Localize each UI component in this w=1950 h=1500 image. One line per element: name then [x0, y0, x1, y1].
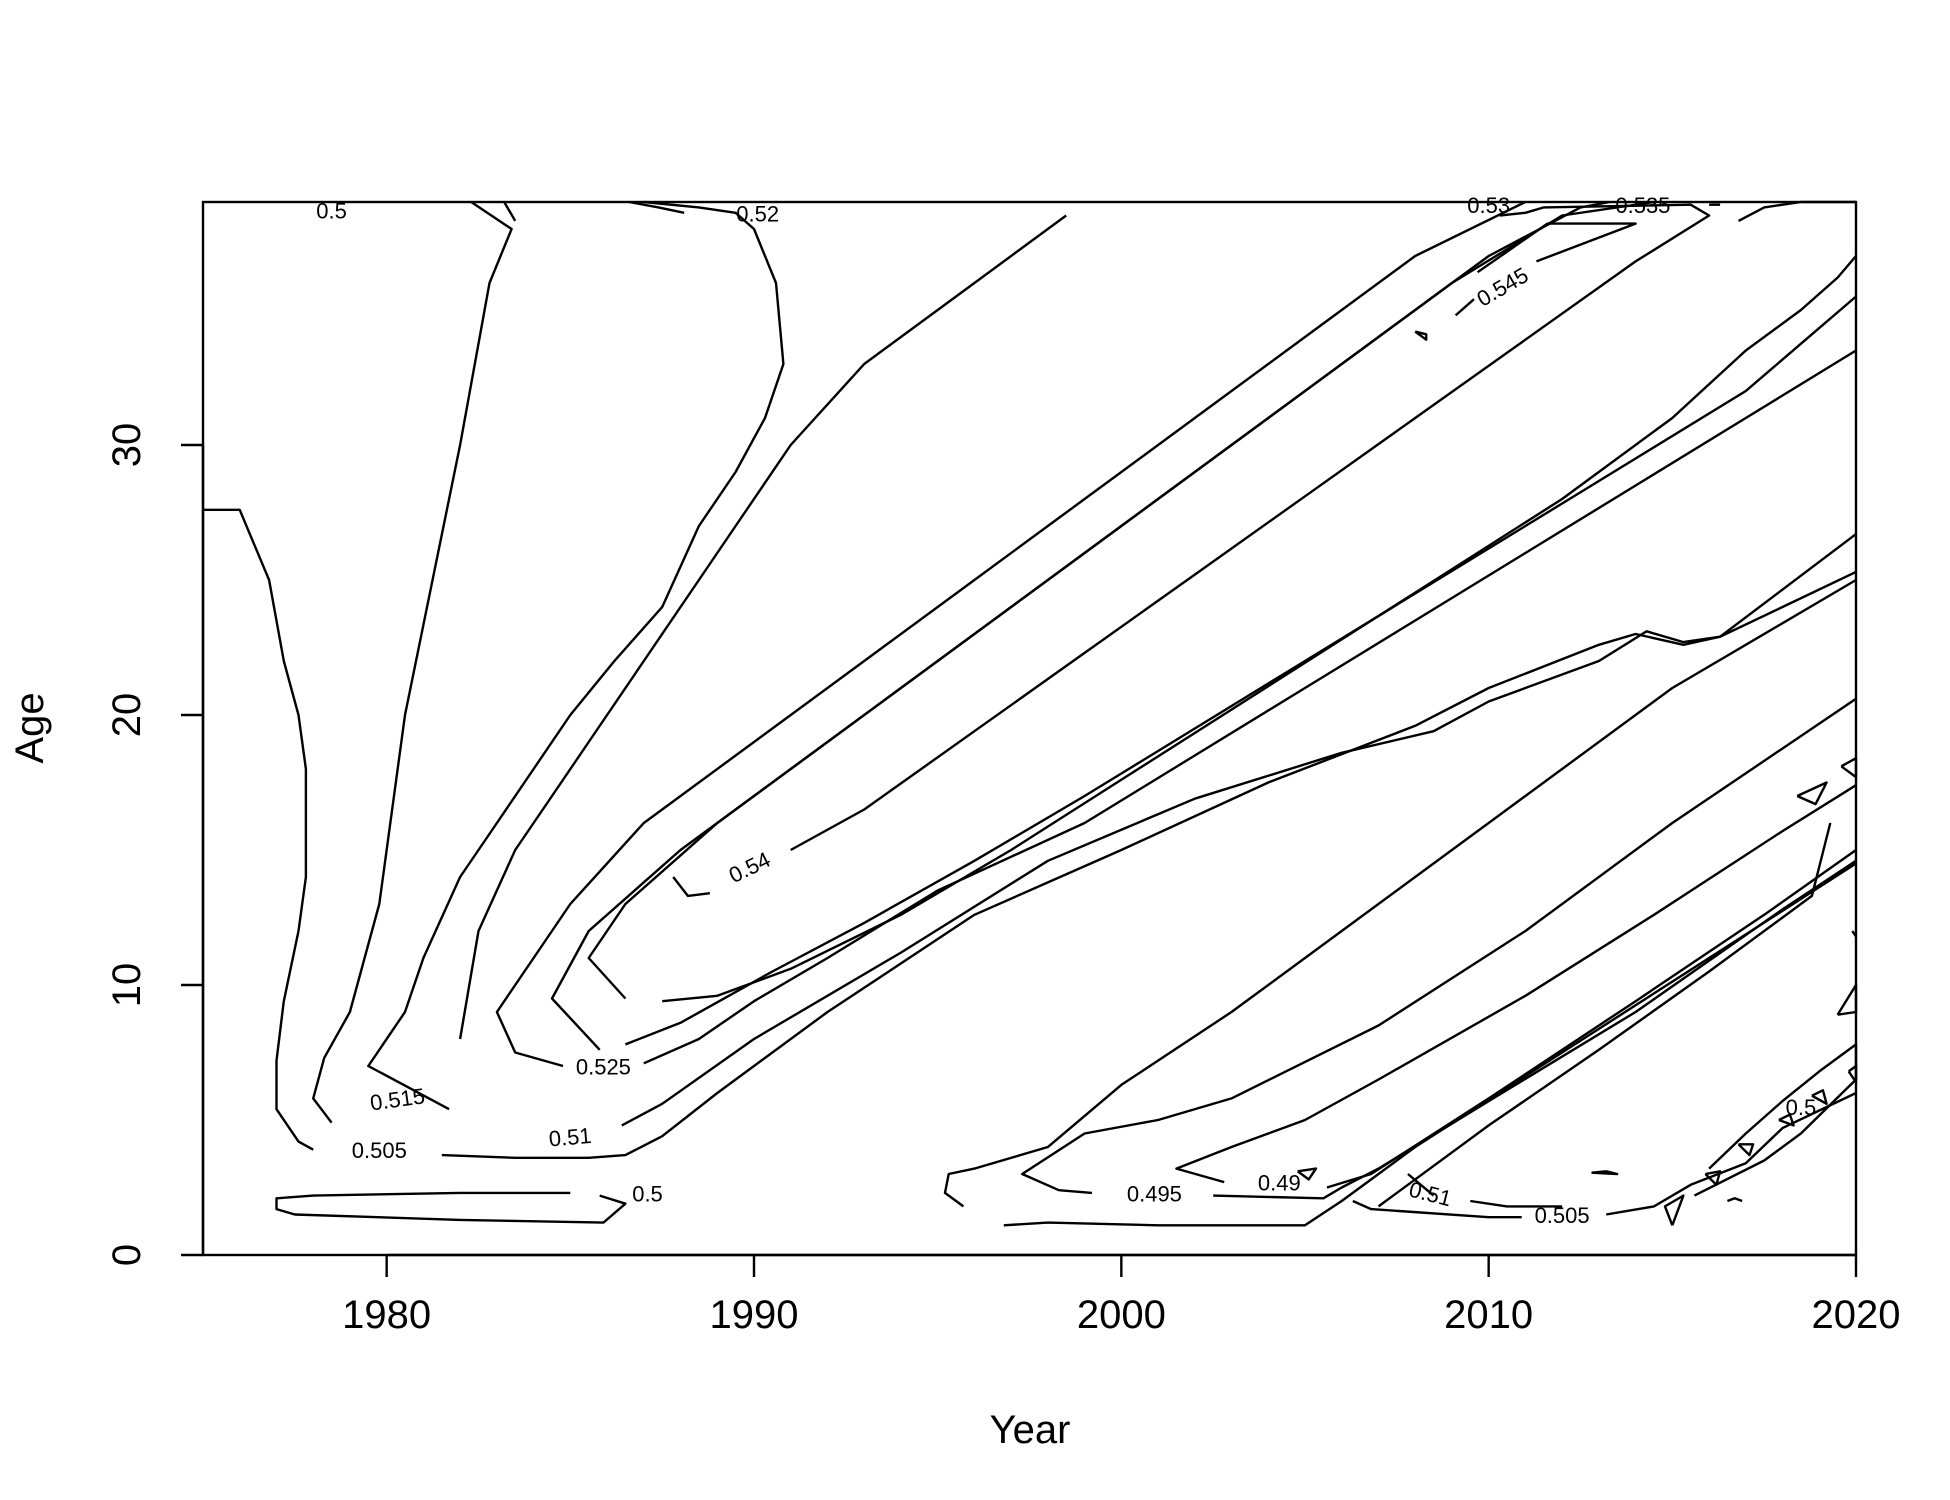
x-tick-label-2: 2000: [1077, 1293, 1166, 1337]
contour-line-15-4: [1778, 1113, 1795, 1127]
contour-label-15: 0.5: [1786, 1095, 1817, 1120]
contour-line-13-1: [1470, 1199, 1563, 1208]
x-tick-label-4: 2020: [1812, 1293, 1901, 1337]
contour-line-15-10: [1840, 757, 1858, 779]
contour-line-5-0: [495, 200, 1526, 1068]
x-axis: 1980 1990 2000 2010 2020: [342, 1253, 1901, 1337]
contour-line-8-2: [1737, 200, 1856, 222]
plot-frame: [201, 200, 1858, 1257]
contour-line-3-0: [367, 200, 785, 1111]
contour-line-11-1: [1021, 697, 1857, 1195]
y-tick-label-2: 20: [105, 693, 149, 738]
contour-line-15-5: [1811, 1089, 1828, 1106]
contour-line-9-2: [1414, 330, 1428, 341]
contour-line-5-1: [643, 349, 1857, 1065]
contour-label-11: 0.495: [1127, 1181, 1182, 1206]
contour-line-15-2: [1704, 1170, 1722, 1187]
contour-line-11-0: [1213, 859, 1857, 1200]
x-tick-label-0: 1980: [342, 1293, 431, 1337]
contour-label-1: 0.505: [352, 1138, 407, 1163]
contour-line-10-1: [1003, 862, 1857, 1227]
contour-line-7-2: [662, 255, 1857, 1003]
contour-line-6-0: [550, 200, 1655, 1051]
contour-label-4: 0.52: [736, 201, 779, 226]
contour-label-3: 0.515: [368, 1083, 426, 1115]
contour-label-13: 0.51: [1407, 1177, 1455, 1212]
contour-line-15-3: [1737, 1143, 1755, 1157]
contour-line-15-1: [1663, 1194, 1685, 1226]
x-axis-title: Year: [990, 1408, 1071, 1452]
contour-line-13-0: [1407, 1173, 1435, 1197]
contour-label-8: 0.54: [725, 847, 774, 888]
contour-line-4-1: [503, 201, 517, 222]
contour-labels: 0.5 0.505 0.51 0.515 0.52 0.525 0.53 0.535 0.54 0…: [316, 193, 1816, 1228]
y-tick-label-0: 0: [105, 1244, 149, 1266]
contour-line-6-1: [624, 295, 1857, 1046]
contour-line-12-2: [1296, 1167, 1318, 1181]
contour-lines: [203, 200, 1858, 1227]
contour-line-7-0: [587, 200, 1611, 1000]
contour-line-12-1: [1326, 849, 1857, 1189]
contour-line-10-2: [943, 578, 1857, 1208]
contour-line-13-2: [1377, 822, 1832, 1208]
x-tick-label-3: 2010: [1444, 1293, 1533, 1337]
contour-label-2: 0.51: [548, 1123, 593, 1152]
contour-line-1-0: [441, 570, 1857, 1160]
y-tick-label-3: 30: [105, 423, 149, 468]
contour-line-10-0: [275, 1191, 627, 1224]
contour-line-9-1: [1476, 222, 1637, 274]
contour-label-10: 0.5: [632, 1181, 663, 1206]
contour-line-8-1: [790, 203, 1711, 852]
contour-line-0-0: [203, 508, 314, 1151]
contour-line-15-7: [1591, 1170, 1619, 1176]
contour-label-5: 0.525: [576, 1055, 631, 1080]
contour-line-14-0: [1352, 1199, 1522, 1219]
contour-label-14: 0.505: [1535, 1203, 1590, 1228]
y-axis-title: Age: [8, 692, 52, 763]
contour-line-4-0: [628, 200, 685, 214]
contour-line-2-0: [312, 201, 513, 1124]
contour-line-4-2: [458, 214, 1067, 1040]
contour-line-15-9: [1796, 781, 1828, 806]
y-tick-label-1: 10: [105, 963, 149, 1008]
contour-line-2-1: [621, 533, 1857, 1127]
contour-label-6: 0.53: [1467, 193, 1510, 218]
x-tick-label-1: 1990: [710, 1293, 799, 1337]
contour-line-8-0: [672, 876, 711, 898]
contour-line-14-2: [1726, 1197, 1743, 1203]
contour-line-9-0: [1454, 298, 1475, 317]
y-axis: 0 10 20 30: [105, 423, 205, 1266]
contour-label-7: 0.535: [1615, 193, 1670, 218]
contour-label-12: 0.49: [1258, 1171, 1301, 1196]
contour-line-12-0: [1175, 784, 1857, 1184]
contour-line-14-1: [1605, 1091, 1857, 1216]
contour-line-15-8: [1836, 983, 1858, 1016]
